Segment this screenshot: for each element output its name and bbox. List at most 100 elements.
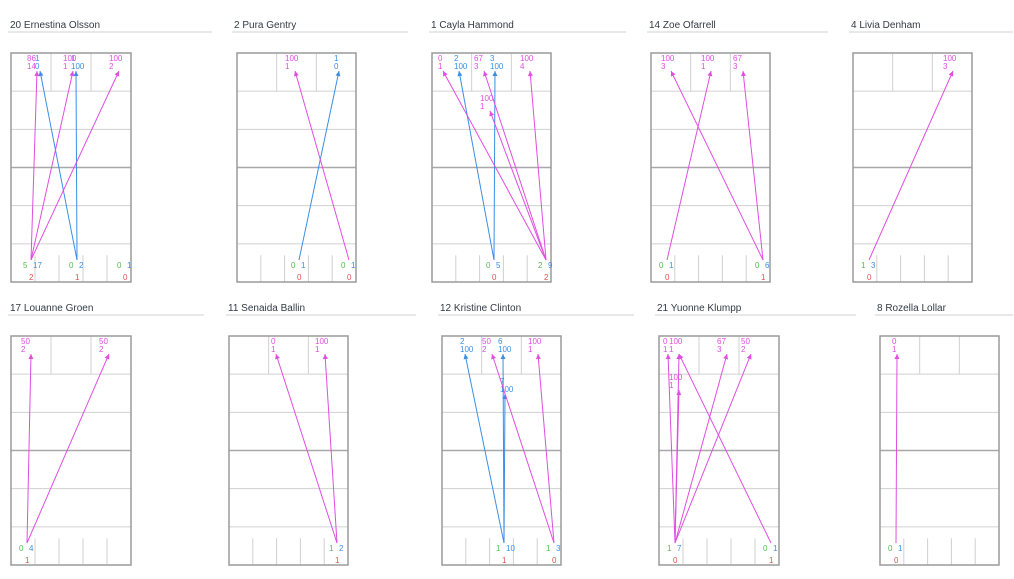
top-label-count: 0	[334, 62, 339, 71]
bottom-label-red: 1	[75, 273, 80, 282]
top-label-value: 50	[21, 337, 30, 346]
arrow-line	[895, 353, 898, 544]
arrow-line	[537, 353, 555, 544]
bottom-label-red: 1	[25, 556, 30, 565]
arrow-line	[275, 353, 338, 544]
top-label-value: 100	[109, 54, 123, 63]
top-label-count: 1	[669, 345, 674, 354]
bottom-label-blue: 1	[898, 544, 903, 553]
top-label-value: 7	[500, 377, 505, 386]
bottom-label-green: 0	[888, 544, 893, 553]
arrow-line	[26, 353, 32, 544]
top-label-value: 100	[63, 54, 77, 63]
arrow-head	[678, 354, 684, 360]
top-label-count: 100	[71, 62, 85, 71]
top-label-value: 1	[35, 54, 40, 63]
arrow-head	[741, 71, 747, 77]
panel-frame	[658, 335, 780, 566]
arrow-head	[492, 71, 498, 77]
top-label-value: 0	[663, 337, 668, 346]
panel-title: 11 Senaida Ballin	[228, 303, 305, 314]
arrow-line	[442, 70, 547, 261]
top-label-value: 100	[480, 94, 494, 103]
panel-title: 4 Livia Denham	[851, 20, 920, 31]
arrow-head	[676, 390, 682, 396]
top-label-value: 50	[99, 337, 108, 346]
arrow-head	[489, 111, 495, 117]
bottom-label-red: 2	[29, 273, 34, 282]
top-label-count: 100	[498, 345, 512, 354]
top-label-value: 3	[490, 54, 495, 63]
top-label-value: 100	[943, 54, 957, 63]
top-label-count: 1	[528, 345, 533, 354]
arrow-head	[104, 354, 110, 360]
top-label-value: 50	[741, 337, 750, 346]
bottom-label-blue: 1	[773, 544, 778, 553]
bottom-label-red: 2	[544, 273, 549, 282]
top-label-count: 0	[35, 62, 40, 71]
bottom-label-green: 0	[341, 261, 346, 270]
arrow-line	[742, 70, 764, 261]
panel-title: 17 Louanne Groen	[10, 303, 93, 314]
bottom-label-blue: 3	[556, 544, 561, 553]
bottom-label-green: 1	[667, 544, 672, 553]
bottom-label-blue: 9	[548, 261, 553, 270]
arrow-line	[491, 353, 555, 544]
top-label-value: 0	[271, 337, 276, 346]
bottom-label-blue: 2	[339, 544, 344, 553]
panel-frame	[879, 335, 1000, 566]
bottom-label-blue: 1	[301, 261, 306, 270]
top-label-count: 1	[438, 62, 443, 71]
arrow-line	[678, 353, 772, 544]
top-label-count: 14	[27, 62, 36, 71]
arrow-head	[34, 71, 40, 77]
bottom-label-green: 1	[546, 544, 551, 553]
arrow-head	[463, 354, 469, 360]
arrow-line	[30, 70, 38, 261]
panel-frame	[10, 52, 132, 283]
top-label-count: 2	[21, 345, 26, 354]
bottom-label-red: 0	[673, 556, 678, 565]
top-label-value: 100	[701, 54, 715, 63]
panel-frame	[236, 52, 357, 283]
arrow-head	[707, 71, 713, 77]
bottom-label-red: 0	[894, 556, 899, 565]
bottom-label-red: 0	[492, 273, 497, 282]
arrow-head	[69, 71, 75, 77]
arrow-line	[26, 353, 110, 544]
bottom-label-green: 0	[486, 261, 491, 270]
panel-title: 2 Pura Gentry	[234, 20, 296, 31]
top-label-count: 3	[717, 345, 722, 354]
top-label-value: 6	[498, 337, 503, 346]
arrow-line	[670, 70, 764, 261]
top-label-count: 1	[271, 345, 276, 354]
arrow-line	[75, 70, 78, 261]
panel-frame	[10, 335, 132, 566]
arrow-line	[30, 70, 74, 261]
panel-title: 12 Kristine Clinton	[440, 303, 521, 314]
bottom-label-green: 0	[763, 544, 768, 553]
arrow-head	[527, 71, 533, 77]
arrow-head	[293, 71, 299, 77]
arrow-line	[868, 70, 954, 261]
arrow-head	[275, 354, 280, 360]
bottom-label-green: 0	[19, 544, 24, 553]
top-label-value: 1	[71, 54, 76, 63]
bottom-label-green: 1	[861, 261, 866, 270]
bottom-label-red: 0	[347, 273, 352, 282]
arrow-line	[667, 353, 676, 544]
panel-title: 21 Yuonne Klumpp	[657, 303, 742, 314]
top-label-value: 100	[661, 54, 675, 63]
bottom-label-red: 1	[502, 556, 507, 565]
top-label-value: 67	[717, 337, 726, 346]
top-label-value: 0	[892, 337, 897, 346]
arrow-head	[670, 71, 676, 77]
top-label-value: 100	[528, 337, 542, 346]
arrow-line	[294, 70, 350, 261]
top-label-count: 1	[63, 62, 68, 71]
